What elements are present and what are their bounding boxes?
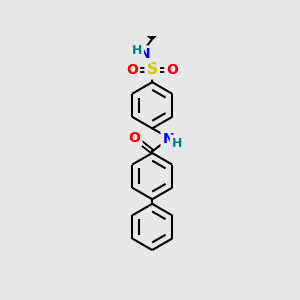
Text: N: N: [163, 132, 174, 146]
Text: O: O: [166, 63, 178, 77]
Text: S: S: [147, 62, 158, 77]
Text: H: H: [132, 44, 142, 57]
Text: O: O: [126, 63, 138, 77]
Text: H: H: [172, 136, 182, 149]
Text: O: O: [129, 130, 140, 145]
Text: N: N: [139, 47, 150, 61]
